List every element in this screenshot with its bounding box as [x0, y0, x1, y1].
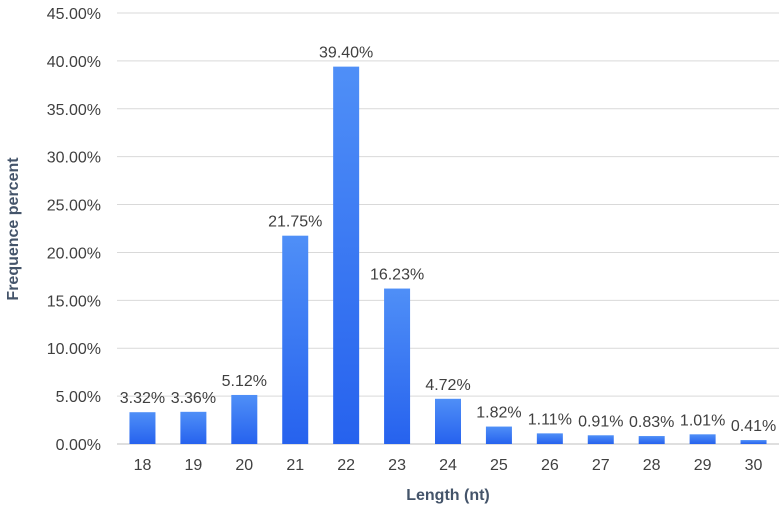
x-tick-label: 18	[134, 457, 152, 474]
x-tick-label: 30	[745, 457, 763, 474]
x-tick-label: 26	[541, 457, 559, 474]
bar	[587, 435, 614, 444]
data-label: 1.11%	[528, 411, 572, 428]
bar	[536, 433, 563, 444]
x-tick-label: 22	[337, 457, 355, 474]
y-tick-label: 5.00%	[56, 389, 101, 406]
x-axis-title: Length (nt)	[406, 487, 490, 504]
x-axis-ticks: 18 19 20 21 22 23 24 25 26 27 28 29 30	[134, 457, 763, 474]
data-label: 0.83%	[629, 414, 674, 431]
y-tick-label: 20.00%	[47, 245, 101, 262]
bar	[384, 288, 411, 444]
x-tick-label: 24	[439, 457, 457, 474]
x-tick-label: 19	[184, 457, 202, 474]
data-labels: 3.32% 3.36% 5.12% 21.75% 39.40% 16.23% 4.72% 1.…	[120, 45, 776, 435]
data-label: 1.82%	[476, 405, 521, 422]
data-label: 21.75%	[268, 214, 322, 231]
bar	[129, 412, 156, 444]
x-tick-label: 29	[694, 457, 712, 474]
y-tick-label: 30.00%	[47, 150, 101, 167]
data-label: 5.12%	[222, 373, 267, 390]
x-tick-label: 28	[643, 457, 661, 474]
data-label: 3.32%	[120, 390, 165, 407]
bar	[485, 426, 512, 444]
bar	[638, 436, 665, 444]
x-tick-label: 23	[388, 457, 406, 474]
x-tick-label: 27	[592, 457, 610, 474]
data-label: 1.01%	[680, 412, 725, 429]
y-tick-label: 40.00%	[47, 54, 101, 71]
x-tick-label: 25	[490, 457, 508, 474]
data-label: 16.23%	[370, 267, 424, 284]
y-tick-label: 15.00%	[47, 293, 101, 310]
bar	[180, 411, 207, 444]
y-axis-ticks: 0.00% 5.00% 10.00% 15.00% 20.00% 25.00% 30.00%…	[47, 6, 101, 454]
bar	[282, 235, 309, 444]
y-axis-title: Frequence percent	[5, 157, 22, 301]
y-tick-label: 10.00%	[47, 341, 101, 358]
data-label: 3.36%	[171, 390, 216, 407]
x-tick-label: 21	[286, 457, 304, 474]
bar	[333, 66, 360, 444]
bar	[231, 394, 258, 444]
bar	[689, 434, 716, 444]
data-label: 0.41%	[731, 418, 776, 435]
x-tick-label: 20	[235, 457, 253, 474]
y-tick-label: 0.00%	[56, 437, 101, 454]
bars	[129, 66, 767, 444]
bar	[740, 440, 767, 444]
y-tick-label: 45.00%	[47, 6, 101, 23]
data-label: 4.72%	[425, 377, 470, 394]
bar	[435, 398, 461, 444]
y-tick-label: 35.00%	[47, 102, 101, 119]
y-tick-label: 25.00%	[47, 198, 101, 215]
data-label: 0.91%	[578, 413, 623, 430]
data-label: 39.40%	[319, 45, 373, 62]
gridlines	[117, 12, 779, 445]
